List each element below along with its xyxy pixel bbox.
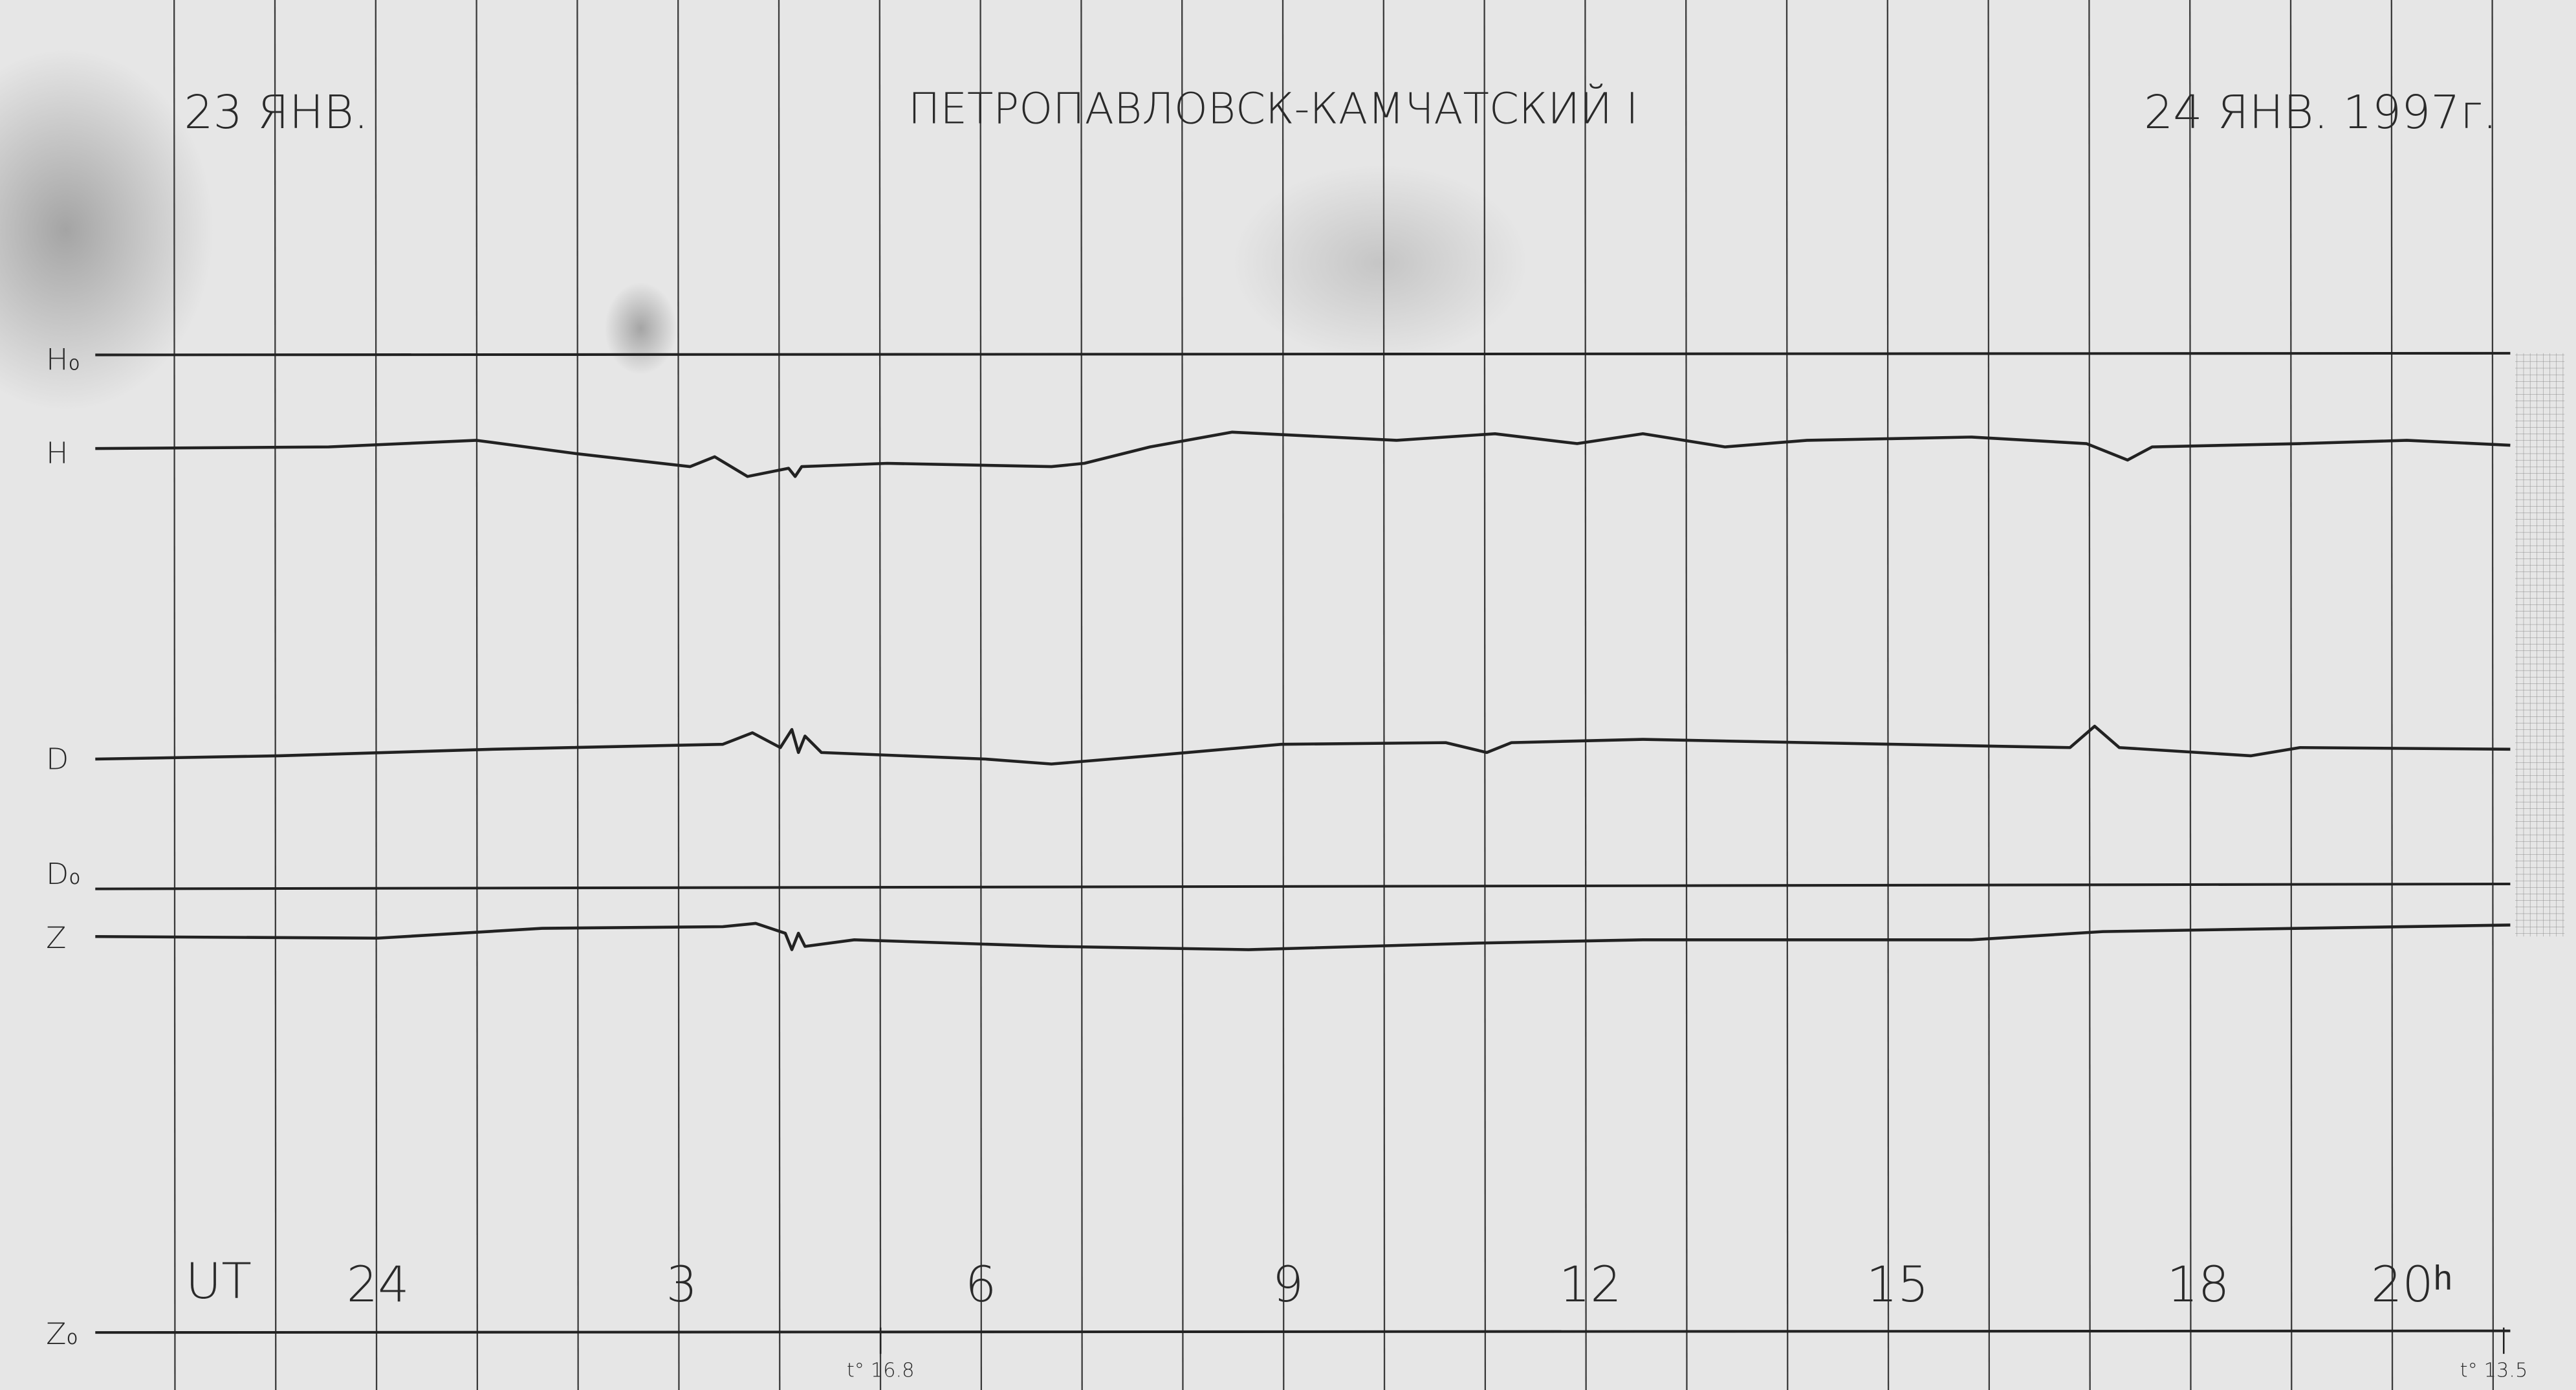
temperature-label: t° 16.8 (847, 1360, 915, 1382)
hour-line (1080, 0, 1083, 1390)
hour-line (1584, 0, 1587, 1390)
station-title: ПЕТРОПАВЛОВСК-КАМЧАТСКИЙ I (908, 83, 1639, 133)
d-baseline (95, 882, 2511, 890)
end-date: 24 ЯНВ. 1997г. (2144, 85, 2497, 139)
start-date: 23 ЯНВ. (184, 85, 368, 139)
hour-label: 20ʰ (2371, 1255, 2452, 1313)
hour-label: 9 (1272, 1255, 1304, 1313)
hour-label: 3 (666, 1255, 697, 1313)
h-trace (95, 430, 2511, 478)
z-baseline (95, 1329, 2511, 1334)
hour-line (778, 0, 781, 1390)
hour-label: 12 (1559, 1255, 1622, 1313)
hour-line (274, 0, 277, 1390)
z-trace (95, 921, 2511, 951)
stain (0, 49, 214, 411)
stain (604, 282, 677, 375)
hour-line (677, 0, 680, 1390)
h-baseline (95, 351, 2511, 357)
d-trace (95, 724, 2511, 766)
scale-strip (2515, 353, 2565, 937)
trace-label: Z₀ (46, 1317, 78, 1351)
hour-label: 24 (347, 1255, 409, 1313)
hour-line (576, 0, 579, 1390)
hour-label: 15 (1866, 1255, 1929, 1313)
hour-label: 18 (2167, 1255, 2229, 1313)
temperature-label: t° 13.5 (2460, 1360, 2528, 1382)
hour-line (173, 0, 176, 1390)
hour-line (2088, 0, 2091, 1390)
hour-label: 6 (965, 1255, 996, 1313)
hour-line (1181, 0, 1184, 1390)
hour-line (375, 0, 378, 1390)
stain (1232, 164, 1528, 362)
trace-label: H₀ (46, 342, 80, 377)
hour-lines (173, 0, 2494, 1390)
trace-label: Z (46, 921, 66, 955)
trace-label: H (46, 436, 68, 470)
time-axis-label: UT (186, 1252, 252, 1310)
trace-label: D₀ (46, 857, 81, 891)
trace-label: D (46, 742, 69, 776)
hour-labels: 24 3 6 9 12 15 18 20ʰ (347, 1255, 2452, 1313)
